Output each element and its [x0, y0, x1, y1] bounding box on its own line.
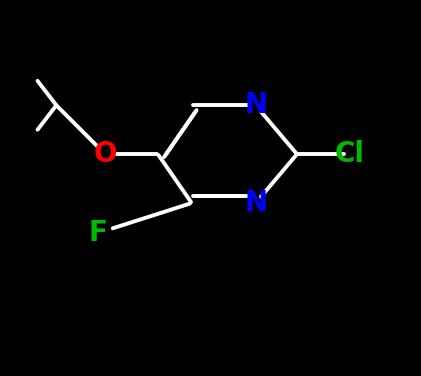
Text: O: O: [93, 140, 117, 168]
Text: F: F: [88, 219, 107, 247]
Text: Cl: Cl: [335, 140, 365, 168]
Text: N: N: [244, 91, 267, 119]
Text: N: N: [244, 189, 267, 217]
